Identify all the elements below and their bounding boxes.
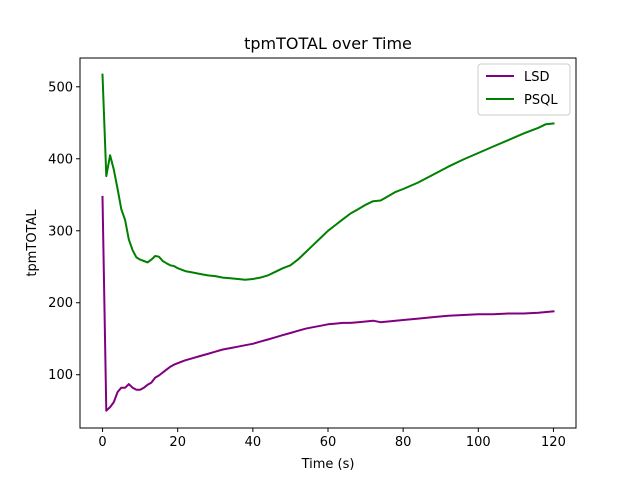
series-line-psql [101, 73, 555, 281]
x-tick-label: 80 [395, 435, 412, 450]
x-tick-label: 100 [466, 435, 491, 450]
legend: LSD PSQL [477, 63, 571, 116]
x-axis-ticks: 0 20 40 60 80 100 120 [98, 428, 566, 450]
x-tick-label: 20 [169, 435, 186, 450]
y-tick-label: 300 [48, 224, 73, 239]
y-tick-label: 400 [48, 152, 73, 167]
legend-label-psql: PSQL [524, 93, 558, 108]
chart-title: tpmTOTAL over Time [244, 34, 412, 53]
y-axis-ticks: 100 200 300 400 500 [48, 80, 80, 383]
y-tick-label: 500 [48, 80, 73, 95]
x-tick-label: 120 [541, 435, 566, 450]
x-tick-label: 60 [320, 435, 337, 450]
y-tick-label: 100 [48, 368, 73, 383]
legend-label-lsd: LSD [524, 70, 550, 85]
x-tick-label: 0 [98, 435, 106, 450]
x-axis-label: Time (s) [301, 457, 355, 472]
y-axis-label: tpmTOTAL [25, 209, 40, 277]
x-tick-label: 40 [245, 435, 262, 450]
series-line-lsd [101, 195, 555, 412]
y-tick-label: 200 [48, 296, 73, 311]
